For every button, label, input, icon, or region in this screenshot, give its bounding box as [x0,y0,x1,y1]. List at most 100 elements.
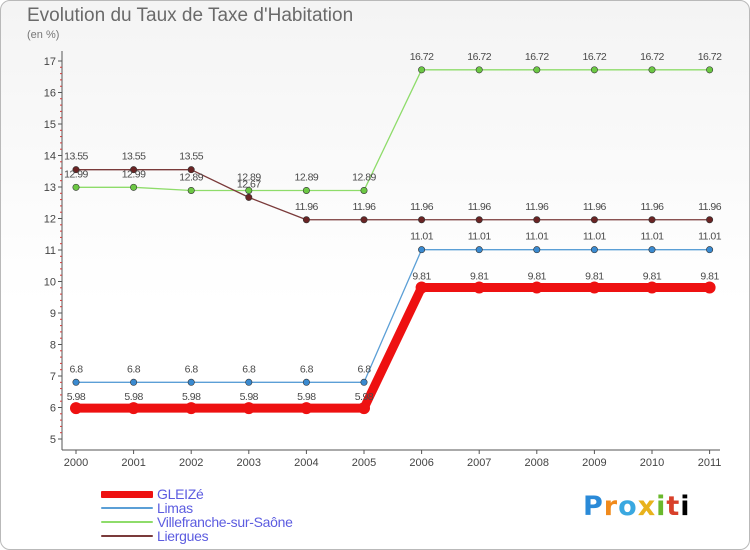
series-point-2 [360,186,368,194]
data-label: 9.81 [412,270,431,282]
x-tick-label: 2011 [698,457,722,469]
series-point-2 [533,66,541,74]
series-point-3 [475,216,483,224]
data-label: 5.98 [182,391,201,403]
data-label: 5.98 [297,391,316,403]
data-label: 9.81 [470,270,489,282]
series-point-2 [72,183,80,191]
x-tick-label: 2009 [582,457,606,469]
y-tick-label: 10 [44,277,56,289]
series-point-0 [185,402,198,415]
series-point-2 [590,66,598,74]
series-line-1 [76,249,710,383]
series-point-1 [533,246,541,254]
data-label: 5.98 [124,391,143,403]
data-label: 6.8 [357,363,371,375]
data-label: 9.81 [700,270,719,282]
data-label: 16.72 [640,51,664,63]
data-label: 11.96 [410,201,434,213]
series-point-0 [588,281,601,294]
series-point-1 [590,246,598,254]
series-point-3 [302,216,310,224]
y-tick-label: 13 [44,182,56,194]
series-point-2 [187,186,195,194]
data-label: 12.89 [179,171,203,183]
data-label: 16.72 [410,51,434,63]
data-label: 11.96 [468,201,492,213]
x-tick-label: 2001 [121,457,145,469]
series-point-3 [590,216,598,224]
data-label: 16.72 [698,51,722,63]
data-label: 11.01 [641,231,665,243]
x-tick-label: 2000 [64,457,88,469]
legend-swatch-limas [101,507,153,509]
legend-swatch-gleize [101,491,153,498]
data-label: 11.96 [295,201,319,213]
series-point-3 [360,216,368,224]
data-label: 13.55 [179,151,203,163]
data-label: 12.89 [295,171,319,183]
series-point-0 [703,281,716,294]
series-point-0 [127,402,140,415]
series-point-2 [245,186,253,194]
series-point-1 [706,246,714,254]
legend-label-villefranche: Villefranche-sur-Saône [157,514,293,530]
y-tick-label: 9 [50,308,56,320]
data-label: 6.8 [300,363,314,375]
y-tick-label: 6 [50,403,56,415]
chart-title: Evolution du Taux de Taxe d'Habitation [27,5,354,26]
data-label: 5.98 [355,391,374,403]
legend-label-gleize: GLEIZé [157,486,204,502]
data-label: 12.67 [237,178,261,190]
data-label: 12.89 [352,171,376,183]
y-tick-label: 8 [50,340,56,352]
x-tick-label: 2005 [352,457,376,469]
series-line-3 [76,169,710,221]
data-label: 11.01 [698,231,722,243]
data-label: 11.96 [641,201,665,213]
legend-label-limas: Limas [157,500,193,516]
data-label: 9.81 [643,270,662,282]
y-tick-label: 14 [44,151,56,163]
series-point-3 [706,216,714,224]
legend-swatch-liergues [101,535,153,537]
data-label: 11.96 [353,201,377,213]
data-label: 13.55 [122,151,146,163]
data-label: 6.8 [185,363,199,375]
x-tick-label: 2008 [525,457,549,469]
data-label: 12.99 [122,168,146,180]
data-label: 5.98 [240,391,259,403]
data-label: 16.72 [525,51,549,63]
x-tick-label: 2010 [640,457,664,469]
series-line-2 [76,69,710,192]
series-point-3 [418,216,426,224]
series-point-1 [418,246,426,254]
x-tick-label: 2006 [409,457,433,469]
data-label: 5.98 [67,391,86,403]
series-point-3 [648,216,656,224]
series-point-1 [302,378,310,386]
series-point-2 [475,66,483,74]
series-point-3 [245,193,253,201]
series-point-1 [475,246,483,254]
y-tick-label: 17 [44,56,56,68]
data-label: 11.96 [698,201,722,213]
series-point-3 [72,166,80,174]
series-point-2 [706,66,714,74]
series-point-0 [358,402,370,415]
data-label: 11.01 [468,231,492,243]
series-point-0 [70,402,82,415]
y-tick-label: 12 [44,214,56,226]
chart-subtitle: (en %) [27,29,60,41]
legend-label-liergues: Liergues [157,528,209,544]
series-point-0 [646,281,658,294]
series-point-1 [187,378,195,386]
x-tick-label: 2007 [467,457,491,469]
series-point-0 [300,402,313,415]
data-label: 12.99 [64,168,88,180]
series-point-0 [473,281,486,294]
y-tick-label: 7 [50,371,56,383]
y-tick-label: 16 [44,88,56,100]
